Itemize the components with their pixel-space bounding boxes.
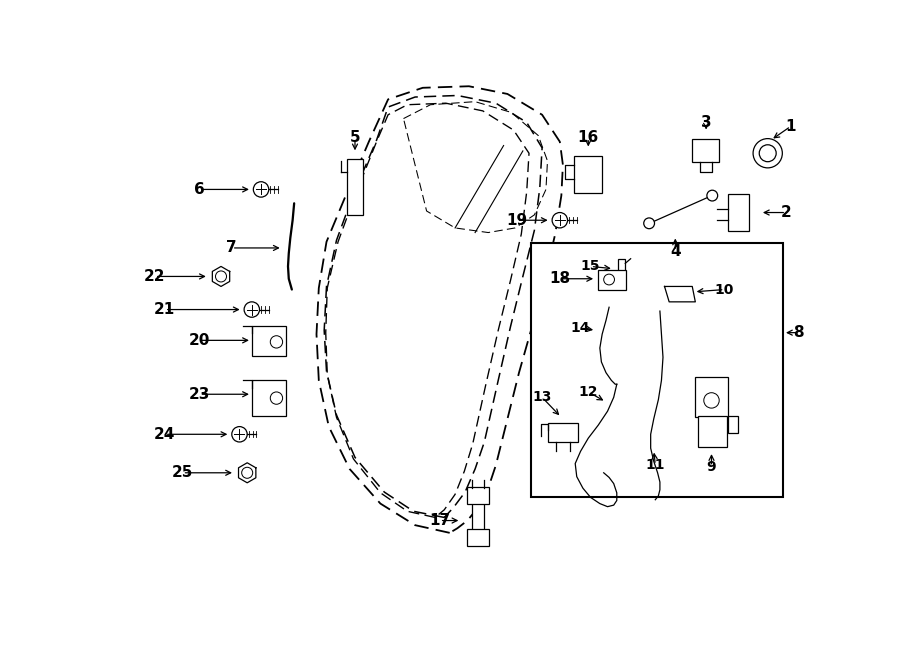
Text: 21: 21 — [154, 302, 176, 317]
Text: 9: 9 — [706, 459, 716, 474]
Text: 2: 2 — [781, 205, 792, 220]
Bar — [252, 327, 286, 356]
Text: 1: 1 — [786, 119, 796, 134]
Text: 13: 13 — [533, 391, 552, 405]
Bar — [692, 139, 719, 162]
Text: 19: 19 — [506, 213, 527, 228]
Text: 6: 6 — [194, 182, 205, 197]
Polygon shape — [212, 266, 230, 286]
Polygon shape — [664, 286, 696, 302]
Text: 15: 15 — [580, 259, 600, 274]
Circle shape — [244, 302, 259, 317]
Text: 3: 3 — [701, 115, 711, 130]
Bar — [598, 270, 626, 290]
Bar — [347, 159, 363, 215]
Text: 8: 8 — [793, 325, 804, 340]
Text: 22: 22 — [144, 269, 166, 284]
Bar — [618, 258, 626, 285]
Circle shape — [706, 190, 717, 201]
Text: 5: 5 — [350, 130, 360, 145]
Bar — [252, 380, 286, 416]
Text: 11: 11 — [645, 458, 665, 472]
Bar — [698, 416, 727, 447]
Circle shape — [604, 274, 615, 285]
Text: 18: 18 — [549, 271, 571, 286]
Circle shape — [232, 426, 248, 442]
Text: 25: 25 — [172, 465, 194, 481]
Bar — [548, 423, 578, 442]
Text: 12: 12 — [579, 385, 598, 399]
Circle shape — [644, 218, 654, 229]
Text: 17: 17 — [429, 513, 450, 528]
Circle shape — [552, 213, 568, 228]
Circle shape — [753, 139, 782, 168]
Text: 4: 4 — [670, 243, 680, 258]
Text: 20: 20 — [189, 333, 210, 348]
Bar — [472, 488, 484, 531]
Circle shape — [254, 182, 269, 197]
Circle shape — [215, 271, 227, 282]
Bar — [467, 486, 489, 504]
Text: 16: 16 — [578, 130, 599, 145]
Circle shape — [760, 145, 776, 162]
Bar — [467, 529, 489, 546]
Text: 24: 24 — [154, 427, 176, 442]
Circle shape — [704, 393, 719, 408]
Text: 10: 10 — [715, 282, 734, 297]
Bar — [530, 243, 783, 498]
Circle shape — [270, 392, 283, 405]
Bar — [574, 155, 602, 192]
Circle shape — [270, 336, 283, 348]
Text: 7: 7 — [227, 241, 237, 255]
Bar — [695, 377, 728, 417]
Bar — [728, 194, 749, 231]
Circle shape — [242, 467, 253, 479]
Bar — [728, 416, 738, 433]
Text: 14: 14 — [571, 321, 590, 335]
Polygon shape — [238, 463, 256, 483]
Text: 23: 23 — [189, 387, 210, 402]
